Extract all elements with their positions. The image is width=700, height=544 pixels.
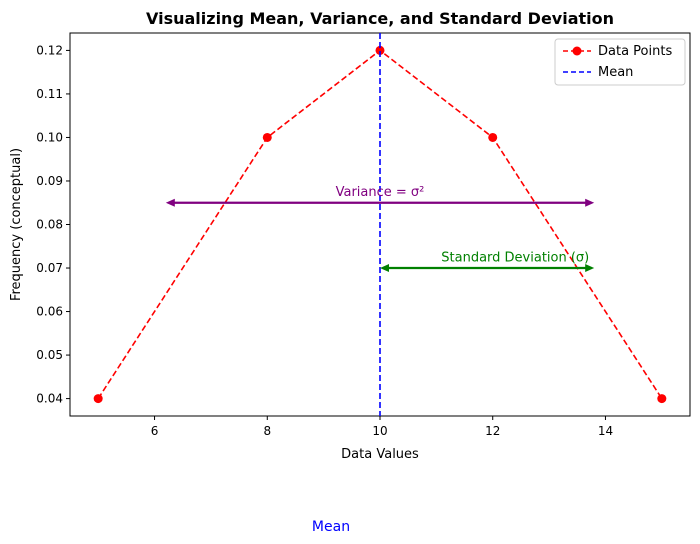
data-point bbox=[375, 45, 385, 55]
x-tick-label: 10 bbox=[372, 424, 387, 438]
variance-annotation-label: Variance = σ² bbox=[336, 185, 425, 200]
y-tick-label: 0.05 bbox=[36, 348, 63, 362]
bottom-mean-label: Mean bbox=[312, 519, 350, 535]
x-tick-label: 6 bbox=[151, 424, 159, 438]
y-axis-label: Frequency (conceptual) bbox=[9, 148, 24, 301]
variance-arrow-head-right bbox=[585, 198, 595, 207]
std-dev-arrow-head-right bbox=[585, 264, 595, 273]
legend-data-points-label: Data Points bbox=[598, 44, 672, 59]
data-point bbox=[488, 132, 498, 142]
x-axis-label: Data Values bbox=[341, 447, 419, 462]
y-tick-label: 0.07 bbox=[36, 261, 63, 275]
data-point bbox=[262, 132, 272, 142]
legend: Data Points Mean bbox=[554, 38, 686, 86]
x-tick-label: 12 bbox=[485, 424, 500, 438]
std-dev-arrow-head-left bbox=[380, 264, 389, 273]
series-layer bbox=[93, 33, 667, 416]
y-tick-label: 0.09 bbox=[36, 174, 63, 188]
x-tick-label: 8 bbox=[263, 424, 271, 438]
x-tick-label: 14 bbox=[598, 424, 613, 438]
variance-arrow-head-left bbox=[165, 198, 175, 207]
y-tick-label: 0.12 bbox=[36, 43, 63, 57]
data-point bbox=[657, 394, 667, 404]
y-tick-label: 0.11 bbox=[36, 87, 63, 101]
annotation-layer: Variance = σ² Standard Deviation (σ) bbox=[165, 185, 595, 273]
y-tick-label: 0.06 bbox=[36, 305, 63, 319]
y-tick-label: 0.10 bbox=[36, 130, 63, 144]
chart-title: Visualizing Mean, Variance, and Standard… bbox=[146, 9, 614, 28]
data-point bbox=[93, 394, 103, 404]
y-tick-label: 0.08 bbox=[36, 218, 63, 232]
x-axis-ticks: 6 8 10 12 14 bbox=[151, 416, 613, 438]
std-dev-annotation-label: Standard Deviation (σ) bbox=[441, 250, 589, 265]
legend-data-points-marker bbox=[572, 46, 582, 56]
y-tick-label: 0.04 bbox=[36, 392, 63, 406]
legend-mean-label: Mean bbox=[598, 65, 633, 80]
y-axis-ticks: 0.04 0.05 0.06 0.07 0.08 0.09 0.10 0.11 0.12 bbox=[36, 43, 70, 406]
